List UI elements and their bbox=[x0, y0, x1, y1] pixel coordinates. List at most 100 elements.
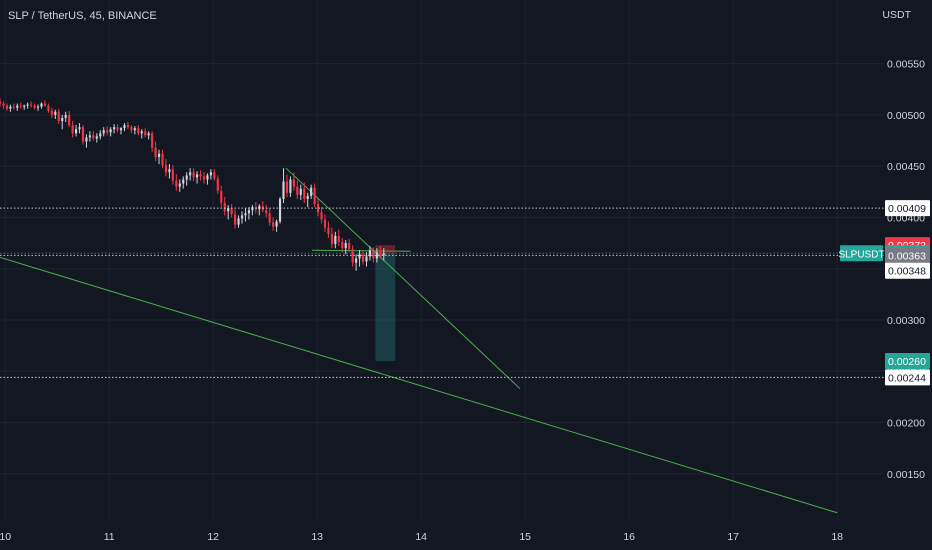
candle-body bbox=[23, 105, 26, 107]
candle-body bbox=[275, 221, 278, 227]
candle-body bbox=[154, 147, 157, 157]
candle-body bbox=[182, 179, 185, 184]
candle-body bbox=[372, 250, 375, 259]
candle-body bbox=[189, 172, 192, 176]
candle-body bbox=[47, 105, 50, 111]
candle-body bbox=[216, 178, 219, 191]
candle-body bbox=[40, 103, 43, 107]
y-tick-label: 0.00150 bbox=[887, 469, 925, 481]
candle-body bbox=[220, 190, 223, 204]
price-tag bbox=[885, 369, 930, 386]
price-tag-label: 0.00363 bbox=[888, 250, 926, 262]
y-tick-label: 0.00300 bbox=[887, 315, 925, 327]
candle-body bbox=[316, 204, 320, 213]
candle-body bbox=[303, 188, 306, 199]
price-tags: 0.004090.003730.0036512:08SLPUSDT0.00363… bbox=[838, 200, 930, 386]
x-tick-label: 14 bbox=[415, 531, 427, 543]
trendline[interactable] bbox=[311, 249, 411, 252]
candle-body bbox=[164, 165, 168, 173]
trendline[interactable] bbox=[285, 167, 521, 390]
candle-body bbox=[351, 249, 354, 263]
candle-body bbox=[106, 130, 109, 133]
x-tick-label: 11 bbox=[104, 531, 115, 543]
price-tag bbox=[885, 247, 930, 264]
candle-body bbox=[36, 106, 40, 108]
candle-body bbox=[361, 254, 365, 262]
trendline[interactable] bbox=[0, 256, 838, 514]
price-axis[interactable]: USDT 0.005500.005000.004500.004000.00350… bbox=[882, 9, 925, 481]
price-tag bbox=[885, 262, 930, 279]
candle-body bbox=[144, 131, 147, 136]
candle-body bbox=[237, 218, 240, 225]
candle-body bbox=[140, 131, 143, 134]
candle-body bbox=[5, 105, 8, 109]
candle-body bbox=[109, 129, 112, 133]
candle-body bbox=[61, 117, 64, 122]
candle-body bbox=[30, 104, 33, 106]
stop-loss-zone[interactable] bbox=[375, 245, 396, 254]
candle-body bbox=[92, 135, 95, 139]
x-tick-label: 10 bbox=[0, 531, 11, 543]
candle-body bbox=[68, 114, 71, 126]
time-axis[interactable]: 10 11 12 13 14 15 16 17 18 bbox=[0, 531, 843, 543]
candle-body bbox=[341, 242, 344, 249]
candle-body bbox=[133, 128, 136, 131]
candle-body bbox=[278, 198, 282, 222]
candle-body bbox=[54, 111, 57, 115]
candle-body bbox=[116, 127, 119, 131]
candle-body bbox=[26, 104, 29, 106]
candle-body bbox=[85, 137, 88, 142]
candle-body bbox=[119, 128, 123, 131]
candle-body bbox=[50, 110, 53, 115]
candle-body bbox=[64, 114, 67, 118]
candle-body bbox=[0, 101, 2, 104]
candle-body bbox=[247, 210, 250, 214]
candle-body bbox=[292, 179, 295, 187]
candle-body bbox=[16, 105, 19, 108]
price-tag-label: 0.00409 bbox=[888, 203, 926, 215]
price-tag bbox=[885, 352, 930, 369]
candle-body bbox=[313, 187, 316, 205]
horizontal-price-lines bbox=[0, 207, 884, 378]
symbol-badge bbox=[840, 245, 883, 262]
candle-body bbox=[88, 135, 91, 138]
trendlines[interactable] bbox=[0, 167, 838, 514]
candle-body bbox=[81, 127, 85, 142]
candle-body bbox=[151, 133, 154, 148]
candle-body bbox=[12, 106, 15, 108]
price-tag-label: 0.00260 bbox=[888, 356, 926, 368]
candle-body bbox=[147, 133, 150, 136]
candle-body bbox=[230, 208, 233, 215]
grid bbox=[0, 0, 884, 522]
y-tick-label: 0.00500 bbox=[887, 110, 925, 122]
candle-body bbox=[368, 250, 372, 257]
candle-body bbox=[74, 129, 78, 134]
candle-body bbox=[102, 130, 105, 134]
x-tick-label: 15 bbox=[519, 531, 531, 543]
candle-body bbox=[282, 181, 285, 199]
candle-body bbox=[344, 243, 347, 249]
candle-body bbox=[296, 186, 299, 195]
candle-body bbox=[244, 213, 247, 216]
candle-body bbox=[57, 111, 60, 122]
short-position-tool[interactable] bbox=[375, 245, 396, 361]
candle-body bbox=[126, 125, 129, 128]
candle-body bbox=[251, 207, 254, 211]
take-profit-zone[interactable] bbox=[375, 253, 396, 361]
symbol-title: SLP / TetherUS, 45, BINANCE bbox=[8, 10, 157, 22]
x-tick-label: 17 bbox=[727, 531, 739, 543]
candle-body bbox=[178, 183, 181, 187]
candle-body bbox=[289, 179, 292, 193]
candle-body bbox=[358, 254, 361, 259]
candle-body bbox=[99, 133, 102, 137]
x-tick-label: 16 bbox=[623, 531, 635, 543]
y-tick-label: 0.00200 bbox=[887, 418, 925, 430]
price-tag bbox=[885, 200, 930, 217]
candle-body bbox=[161, 153, 164, 166]
candle-body bbox=[365, 256, 368, 262]
candle-body bbox=[285, 181, 289, 193]
candle-body bbox=[113, 127, 116, 130]
